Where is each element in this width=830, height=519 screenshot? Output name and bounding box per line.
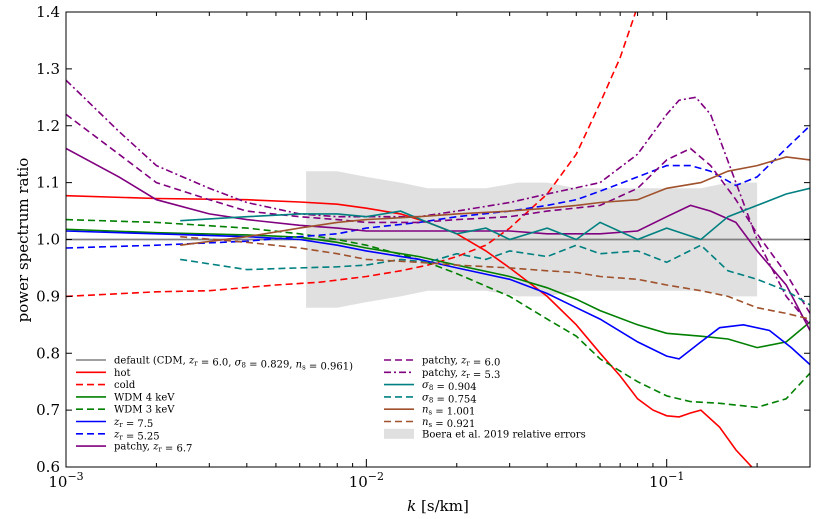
x-axis-label-k: k bbox=[407, 497, 416, 515]
y-tick-label: 1.0 bbox=[36, 231, 60, 249]
y-tick-label: 0.7 bbox=[36, 401, 60, 419]
legend-entry-7: patchy, zr = 6.7 bbox=[76, 442, 192, 455]
legend-entry-3: WDM 4 keV bbox=[76, 392, 175, 403]
y-axis-label: power spectrum ratio bbox=[14, 158, 32, 323]
legend-entry-0: default (CDM, zr = 6.0, σ8 = 0.829, ns =… bbox=[76, 356, 353, 373]
series-line-6 bbox=[66, 125, 810, 249]
legend-label: patchy, zr = 6.0 bbox=[422, 356, 500, 369]
x-tick-label: 10−2 bbox=[349, 470, 384, 491]
legend-entry-4: WDM 3 keV bbox=[76, 405, 175, 416]
x-axis-label: k [s/km] bbox=[407, 497, 469, 515]
legend-entry-6: zr = 5.25 bbox=[76, 429, 160, 442]
y-tick-label: 0.8 bbox=[36, 344, 60, 362]
series-layer bbox=[66, 12, 810, 467]
legend-entry-13: ns = 0.921 bbox=[384, 417, 475, 430]
series-line-7 bbox=[66, 147, 810, 331]
legend-entry-9: patchy, zr = 5.3 bbox=[384, 368, 500, 381]
legend-label: ns = 1.001 bbox=[422, 405, 475, 418]
legend-label: σ8 = 0.754 bbox=[422, 392, 477, 405]
series-line-9 bbox=[66, 79, 810, 326]
series-line-12 bbox=[180, 156, 810, 246]
legend-entry-10: σ8 = 0.904 bbox=[384, 380, 477, 393]
legend-label-band: Boera et al. 2019 relative errors bbox=[422, 429, 586, 440]
y-tick-label: 0.9 bbox=[36, 287, 60, 305]
legend-entry-8: patchy, zr = 6.0 bbox=[384, 356, 500, 369]
legend-entry-1: hot bbox=[76, 368, 130, 379]
legend-entry-5: zr = 7.5 bbox=[76, 417, 153, 430]
y-tick-label: 1.3 bbox=[36, 60, 60, 78]
series-line-2 bbox=[66, 12, 637, 298]
legend-label: WDM 4 keV bbox=[114, 392, 175, 403]
legend-entry-11: σ8 = 0.754 bbox=[384, 392, 477, 405]
x-tick-label: 10−1 bbox=[649, 470, 684, 491]
y-tick-label: 1.2 bbox=[36, 117, 60, 135]
legend-label: zr = 5.25 bbox=[113, 429, 160, 442]
legend-label: WDM 3 keV bbox=[114, 405, 175, 416]
legend-label: σ8 = 0.904 bbox=[422, 380, 477, 393]
series-line-4 bbox=[66, 218, 810, 409]
legend-swatch-band bbox=[384, 428, 414, 439]
y-tick-label: 1.4 bbox=[36, 3, 60, 21]
series-line-5 bbox=[66, 230, 810, 366]
x-axis-label-unit: [s/km] bbox=[416, 497, 469, 515]
legend-entry-2: cold bbox=[76, 380, 136, 391]
series-line-1 bbox=[66, 194, 753, 467]
y-tick-label: 1.1 bbox=[36, 174, 60, 192]
x-tick-label: 10−3 bbox=[48, 470, 83, 491]
legend-label: hot bbox=[114, 368, 130, 379]
series-line-8 bbox=[66, 113, 810, 314]
legend-entry-band: Boera et al. 2019 relative errors bbox=[384, 428, 586, 440]
legend-label: zr = 7.5 bbox=[113, 417, 153, 430]
legend-label: patchy, zr = 6.7 bbox=[114, 442, 192, 455]
ticks-layer: 0.6 0.7 0.8 0.9 1.0 1.1 1.2 1.3 1.4 10−3 10−2 10−1 bbox=[36, 3, 810, 491]
legend-label: patchy, zr = 5.3 bbox=[422, 368, 500, 381]
legend-label: default (CDM, zr = 6.0, σ8 = 0.829, ns =… bbox=[114, 356, 353, 373]
legend: default (CDM, zr = 6.0, σ8 = 0.829, ns =… bbox=[76, 356, 586, 455]
legend-entry-12: ns = 1.001 bbox=[384, 405, 475, 418]
y-tick-label: 0.6 bbox=[36, 458, 60, 476]
series-line-11 bbox=[180, 244, 810, 306]
series-line-10 bbox=[180, 187, 810, 241]
legend-label: cold bbox=[114, 380, 136, 391]
legend-label: ns = 0.921 bbox=[422, 417, 475, 430]
